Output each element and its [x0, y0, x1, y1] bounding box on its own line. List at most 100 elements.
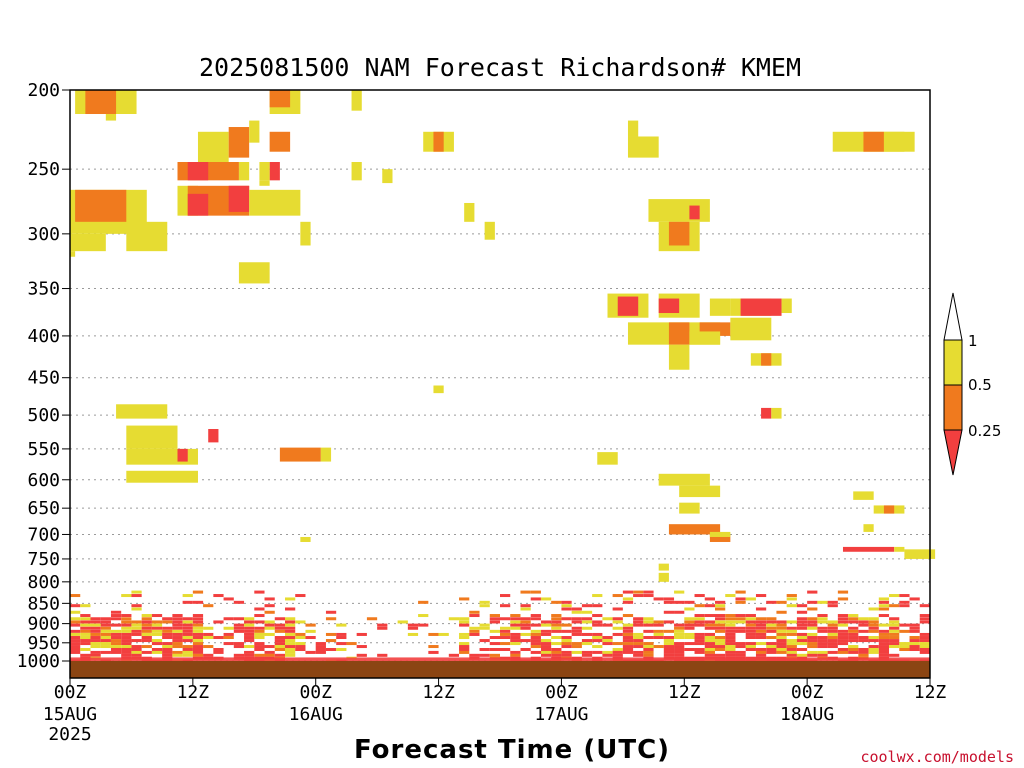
ri-cell	[325, 647, 337, 651]
ri-cell	[100, 639, 111, 643]
ri-cell	[151, 642, 163, 646]
ri-cell	[500, 632, 511, 636]
ri-cell	[786, 639, 797, 643]
ri-cell	[540, 642, 552, 646]
ri-cell	[126, 470, 198, 483]
ri-cell	[121, 653, 132, 657]
ri-cell	[694, 620, 705, 624]
ri-cell	[356, 653, 367, 657]
ri-cell	[735, 626, 746, 630]
ri-cell	[233, 617, 245, 621]
ri-cell	[489, 642, 500, 646]
ri-cell	[889, 639, 900, 643]
ri-cell	[878, 653, 890, 657]
ri-cell	[249, 120, 260, 143]
ri-cell	[551, 642, 562, 646]
ri-cell	[622, 650, 634, 654]
ri-cell	[254, 647, 265, 651]
ri-cell	[80, 636, 91, 640]
credit-text[interactable]: coolwx.com/models	[860, 748, 1014, 766]
ri-cell	[827, 632, 838, 636]
x-tick-label: 00Z	[299, 682, 332, 703]
ri-cell	[776, 639, 787, 643]
ri-cell	[704, 604, 715, 608]
legend-label: 0.5	[968, 376, 992, 394]
ri-cell	[909, 626, 920, 630]
ri-cell	[919, 614, 930, 618]
ri-cell	[459, 617, 470, 621]
ri-cell	[602, 623, 613, 627]
ri-cell	[612, 632, 623, 636]
ri-cell	[899, 647, 910, 651]
ri-cell	[592, 632, 603, 636]
ri-cell	[704, 650, 715, 654]
ri-cell	[561, 642, 572, 646]
ri-cell	[694, 642, 705, 646]
ri-cell	[90, 617, 101, 621]
ri-cell	[786, 645, 797, 649]
ri-cell	[668, 322, 690, 345]
ri-cell	[254, 642, 265, 646]
ri-cell	[162, 645, 173, 649]
ri-cell	[131, 626, 142, 630]
ri-cell	[182, 650, 193, 654]
ri-cell	[704, 639, 715, 643]
ri-cell	[755, 617, 767, 621]
ri-cell	[684, 620, 695, 624]
ri-cell	[510, 639, 521, 643]
ri-cell	[679, 502, 700, 514]
ri-cell	[612, 626, 623, 630]
ri-cell	[479, 626, 490, 630]
ri-cell	[141, 632, 152, 636]
y-tick-label: 950	[27, 633, 60, 654]
ri-cell	[612, 653, 623, 657]
ri-cell	[633, 642, 644, 646]
ri-cell	[581, 650, 593, 654]
ri-cell	[592, 594, 603, 598]
ri-cell	[643, 629, 654, 633]
ri-cell	[668, 524, 721, 535]
ri-cell	[653, 636, 664, 640]
ri-cell	[100, 626, 111, 630]
ri-cell	[192, 645, 204, 649]
ri-cell	[285, 632, 296, 636]
ri-cell	[254, 645, 265, 649]
ri-cell	[269, 131, 291, 152]
ri-cell	[182, 653, 193, 657]
ri-cell	[817, 614, 828, 618]
ri-cell	[551, 617, 562, 621]
ri-cell	[336, 632, 347, 636]
ri-cell	[735, 629, 746, 633]
ri-cell	[520, 626, 531, 630]
ri-cell	[827, 642, 838, 646]
ri-cell	[428, 645, 439, 649]
ri-cell	[755, 642, 767, 646]
y-tick-label: 650	[27, 498, 60, 519]
ri-cell	[715, 636, 726, 640]
ri-cell	[817, 629, 828, 633]
ri-cell	[110, 610, 122, 614]
ri-cell	[781, 298, 792, 314]
ri-cell	[530, 590, 541, 594]
ri-cell	[725, 594, 736, 598]
ri-cell	[141, 620, 152, 624]
ri-cell	[766, 629, 777, 633]
ri-cell	[592, 620, 603, 624]
ri-cell	[540, 629, 552, 633]
ri-cell	[776, 645, 787, 649]
ri-cell	[70, 594, 81, 598]
ri-cell	[131, 647, 142, 651]
ri-cell	[909, 629, 920, 633]
ri-cell	[745, 623, 756, 627]
x-date-label: 16AUG	[289, 704, 343, 725]
ri-cell	[715, 639, 726, 643]
ri-cell	[571, 629, 582, 633]
ri-cell	[694, 604, 705, 608]
ri-cell	[761, 407, 772, 419]
ri-cell	[90, 623, 101, 627]
ri-cell	[336, 623, 347, 627]
ri-cell	[192, 647, 204, 651]
ri-cell	[90, 632, 101, 636]
ri-cell	[643, 617, 654, 621]
surface-layer	[70, 657, 930, 661]
